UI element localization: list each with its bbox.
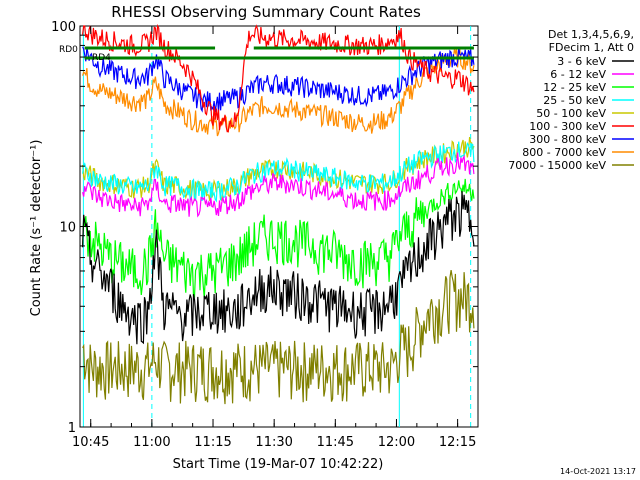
legend-label: 3 - 6 keV	[557, 55, 606, 68]
x-tick-label: 11:45	[317, 435, 354, 450]
x-tick-label: 11:30	[255, 435, 292, 450]
y-tick-label: 10	[59, 221, 76, 236]
legend-label: 6 - 12 keV	[550, 68, 606, 81]
y-tick-label: 100	[51, 20, 76, 35]
legend: Det 1,3,4,5,6,9,FDecim 1, Att 03 - 6 keV…	[508, 28, 634, 172]
legend-label: 50 - 100 keV	[536, 107, 606, 120]
y-tick-label: 1	[68, 421, 76, 436]
plot-area: RD0 RD4	[59, 23, 479, 428]
y-axis: 1 10 100	[51, 20, 478, 436]
x-tick-label: 10:45	[72, 435, 109, 450]
series-line	[82, 46, 475, 113]
x-tick-label: 12:00	[378, 435, 415, 450]
x-tick-label: 12:15	[439, 435, 476, 450]
series-line	[82, 141, 475, 203]
y-axis-label: Count Rate (s⁻¹ detector⁻¹)	[29, 140, 44, 317]
series-line	[82, 191, 475, 345]
legend-label: 300 - 800 keV	[529, 133, 606, 146]
x-tick-label: 11:00	[133, 435, 170, 450]
x-axis-label: Start Time (19-Mar-07 10:42:22)	[173, 457, 384, 472]
series-line	[82, 48, 475, 137]
legend-label: 12 - 25 keV	[543, 81, 606, 94]
footer-date: 14-Oct-2021 13:17	[560, 467, 636, 476]
legend-label: 800 - 7000 keV	[522, 146, 606, 159]
series-line	[82, 152, 475, 218]
x-tick-label: 11:15	[194, 435, 231, 450]
series-line	[82, 178, 475, 299]
legend-header: Det 1,3,4,5,6,9,	[548, 28, 634, 41]
legend-label: 25 - 50 keV	[543, 94, 606, 107]
legend-label: 7000 - 15000 keV	[508, 159, 606, 172]
chart-title: RHESSI Observing Summary Count Rates	[111, 3, 421, 21]
annotation-rd0: RD0	[59, 45, 78, 55]
annotation-rd4: RD4	[92, 53, 111, 63]
legend-label: 100 - 300 keV	[529, 120, 606, 133]
series-line	[82, 23, 475, 133]
series-line	[82, 270, 475, 405]
x-axis: 10:45 11:00 11:15 11:30 11:45 12:00 12:15	[72, 26, 479, 450]
legend-header: FDecim 1, Att 0	[549, 41, 634, 54]
